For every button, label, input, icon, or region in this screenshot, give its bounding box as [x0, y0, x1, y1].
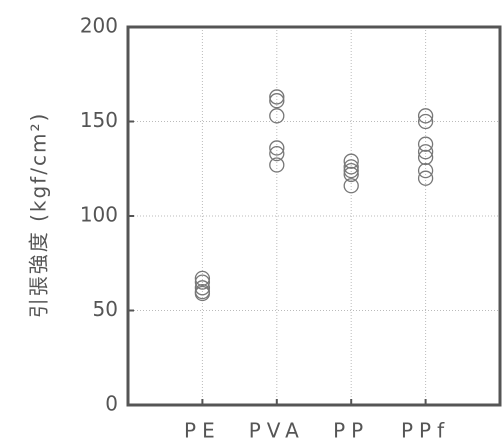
data-point: [417, 136, 434, 152]
data-point: [194, 270, 211, 287]
data-point: [417, 149, 434, 166]
data-point: [194, 285, 211, 302]
y-tick-label: 150: [80, 108, 118, 132]
y-tick-label: 0: [105, 392, 118, 416]
data-point: [269, 89, 285, 105]
data-point: [417, 162, 434, 179]
data-point: [269, 93, 285, 109]
x-tick-label: PP: [333, 419, 369, 443]
data-point: [269, 157, 285, 173]
data-point: [269, 108, 285, 124]
data-point: [343, 162, 359, 179]
data-point: [194, 280, 211, 296]
data-point: [343, 178, 359, 194]
data-point: [269, 140, 285, 156]
data-point: [194, 274, 211, 290]
plot-frame: [126, 25, 502, 407]
data-point: [343, 166, 359, 183]
data-point: [417, 108, 434, 124]
data-point: [417, 113, 434, 130]
x-tick-label: PE: [184, 419, 221, 443]
y-tick-label: 200: [80, 14, 118, 38]
data-point: [417, 170, 434, 186]
data-point: [343, 153, 359, 169]
x-tick-label: PPf: [401, 419, 450, 443]
data-point: [269, 145, 285, 162]
y-tick-label: 100: [80, 203, 118, 227]
y-axis-label: 引張強度 (kgf/cm²): [27, 112, 51, 319]
data-point: [417, 144, 434, 160]
x-tick-label: PVA: [249, 419, 305, 443]
y-tick-label: 50: [93, 297, 118, 321]
data-point: [343, 159, 359, 175]
